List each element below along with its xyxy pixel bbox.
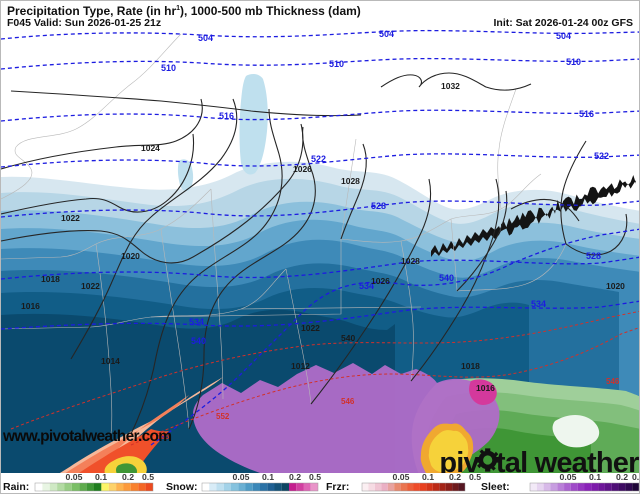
svg-text:1016: 1016 xyxy=(21,301,40,311)
svg-text:0.2: 0.2 xyxy=(449,473,461,482)
svg-text:0.2: 0.2 xyxy=(289,473,301,482)
svg-text:1022: 1022 xyxy=(301,323,320,333)
svg-text:Snow:: Snow: xyxy=(166,481,198,493)
svg-text:516: 516 xyxy=(219,111,234,121)
svg-text:0.5: 0.5 xyxy=(469,473,481,482)
svg-text:552: 552 xyxy=(216,412,230,421)
svg-text:0.05: 0.05 xyxy=(393,473,410,482)
svg-text:504: 504 xyxy=(379,29,394,39)
svg-text:516: 516 xyxy=(579,109,594,119)
svg-text:528: 528 xyxy=(586,251,601,261)
svg-text:1022: 1022 xyxy=(81,281,100,291)
svg-text:piv: piv xyxy=(439,447,479,475)
svg-text:0.2: 0.2 xyxy=(616,473,628,482)
svg-text:534: 534 xyxy=(189,317,204,327)
svg-text:1024: 1024 xyxy=(141,143,160,153)
svg-text:0.05: 0.05 xyxy=(560,473,577,482)
svg-text:540: 540 xyxy=(439,273,454,283)
svg-text:1020: 1020 xyxy=(121,251,140,261)
svg-text:0.1: 0.1 xyxy=(589,473,601,482)
svg-text:1028: 1028 xyxy=(341,176,360,186)
svg-text:1020: 1020 xyxy=(606,281,625,291)
svg-text:1014: 1014 xyxy=(101,356,120,366)
svg-text:522: 522 xyxy=(311,154,326,164)
svg-text:1018: 1018 xyxy=(461,361,480,371)
svg-text:Sleet:: Sleet: xyxy=(481,481,510,493)
svg-text:0.1: 0.1 xyxy=(422,473,434,482)
svg-text:0.05: 0.05 xyxy=(66,473,83,482)
svg-text:1026: 1026 xyxy=(371,276,390,286)
svg-text:540: 540 xyxy=(341,333,355,343)
svg-text:534: 534 xyxy=(531,299,546,309)
svg-text:1016: 1016 xyxy=(476,383,495,393)
svg-text:0.5: 0.5 xyxy=(309,473,321,482)
svg-text:1032: 1032 xyxy=(441,81,460,91)
svg-text:510: 510 xyxy=(161,63,176,73)
svg-text:504: 504 xyxy=(556,31,571,41)
svg-text:Rain:: Rain: xyxy=(3,481,29,493)
svg-text:0.2: 0.2 xyxy=(122,473,134,482)
svg-text:1028: 1028 xyxy=(401,256,420,266)
svg-text:546: 546 xyxy=(606,377,620,386)
svg-text:1018: 1018 xyxy=(41,274,60,284)
svg-text:528: 528 xyxy=(371,201,386,211)
svg-text:www.pivotalweather.com: www.pivotalweather.com xyxy=(2,428,171,445)
svg-text:1012: 1012 xyxy=(291,361,310,371)
svg-text:540: 540 xyxy=(191,336,206,346)
svg-text:522: 522 xyxy=(594,151,609,161)
svg-text:0.1: 0.1 xyxy=(262,473,274,482)
svg-text:0.1: 0.1 xyxy=(95,473,107,482)
svg-text:tal weather: tal weather xyxy=(496,447,639,475)
svg-text:1022: 1022 xyxy=(61,213,80,223)
svg-text:546: 546 xyxy=(341,397,355,406)
svg-text:510: 510 xyxy=(329,59,344,69)
svg-text:0.5: 0.5 xyxy=(632,473,640,482)
svg-text:0.05: 0.05 xyxy=(233,473,250,482)
svg-text:510: 510 xyxy=(566,57,581,67)
svg-text:0.5: 0.5 xyxy=(142,473,154,482)
svg-text:Frzr:: Frzr: xyxy=(326,481,349,493)
svg-text:504: 504 xyxy=(198,33,213,43)
svg-text:1026: 1026 xyxy=(293,164,312,174)
